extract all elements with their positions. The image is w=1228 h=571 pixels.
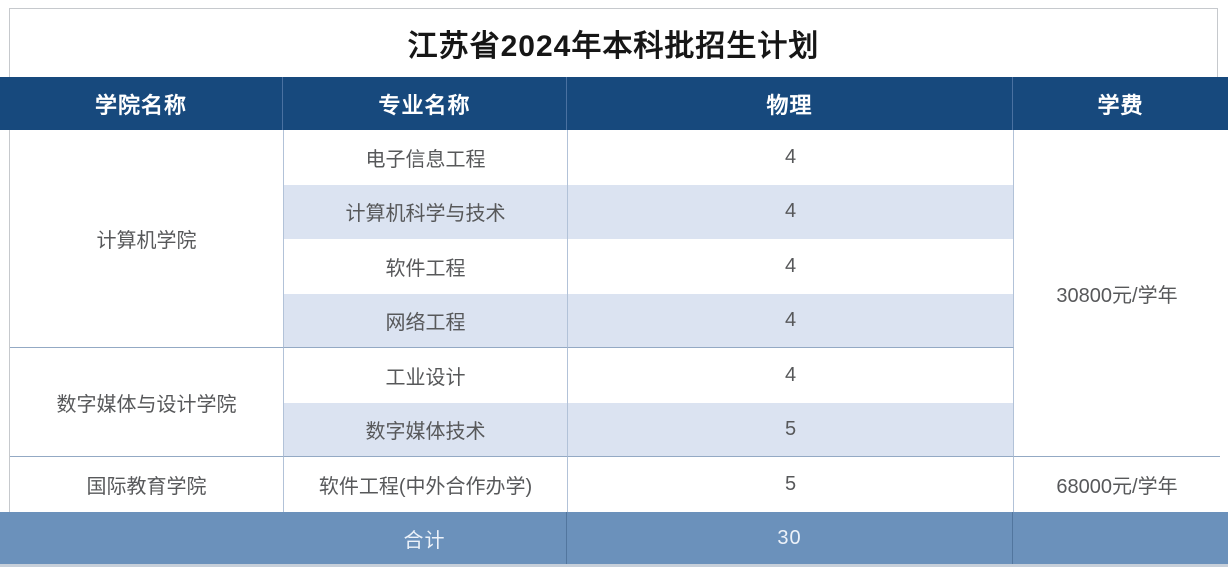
table-footer-row: 合计 30 <box>0 512 1228 564</box>
page-title: 江苏省2024年本科批招生计划 <box>407 30 820 63</box>
bottom-border-strip <box>0 564 1228 567</box>
footer-tuition-spacer <box>1013 512 1228 564</box>
footer-total-value: 30 <box>567 512 1013 564</box>
major-cell: 软件工程(中外合作办学) <box>284 457 568 512</box>
tuition-cell-regular: 30800元/学年 <box>1014 130 1220 458</box>
tuition-cell-international: 68000元/学年 <box>1014 457 1220 512</box>
table-header-row: 学院名称 专业名称 物理 学费 <box>0 77 1228 130</box>
header-tuition: 学费 <box>1097 92 1144 118</box>
header-college-name: 学院名称 <box>0 77 283 130</box>
title-bar: 江苏省2024年本科批招生计划 <box>9 8 1218 77</box>
physics-count-cell: 4 <box>568 130 1014 185</box>
major-cell: 计算机科学与技术 <box>284 184 568 240</box>
major-cell: 软件工程 <box>284 239 568 294</box>
major-cell: 电子信息工程 <box>284 130 568 185</box>
major-cell: 网络工程 <box>284 293 568 349</box>
major-cell: 工业设计 <box>284 348 568 403</box>
college-cell-international: 国际教育学院 <box>10 457 284 512</box>
header-physics: 物理 <box>567 77 1013 130</box>
major-cell: 数字媒体技术 <box>284 402 568 458</box>
physics-count-cell: 4 <box>568 184 1014 240</box>
physics-count-cell: 4 <box>568 239 1014 294</box>
header-major-name: 专业名称 <box>283 77 567 130</box>
physics-count-cell: 4 <box>568 293 1014 349</box>
college-cell-digital-media: 数字媒体与设计学院 <box>10 348 284 458</box>
college-cell-computer: 计算机学院 <box>10 130 284 349</box>
footer-spacer <box>0 512 283 564</box>
physics-count-cell: 4 <box>568 348 1014 403</box>
table-body: 计算机学院 数字媒体与设计学院 国际教育学院 电子信息工程 计算机科学与技术 软… <box>9 130 1220 512</box>
physics-count-cell: 5 <box>568 402 1014 458</box>
footer-total-label: 合计 <box>283 512 567 564</box>
physics-count-cell: 5 <box>568 457 1014 512</box>
